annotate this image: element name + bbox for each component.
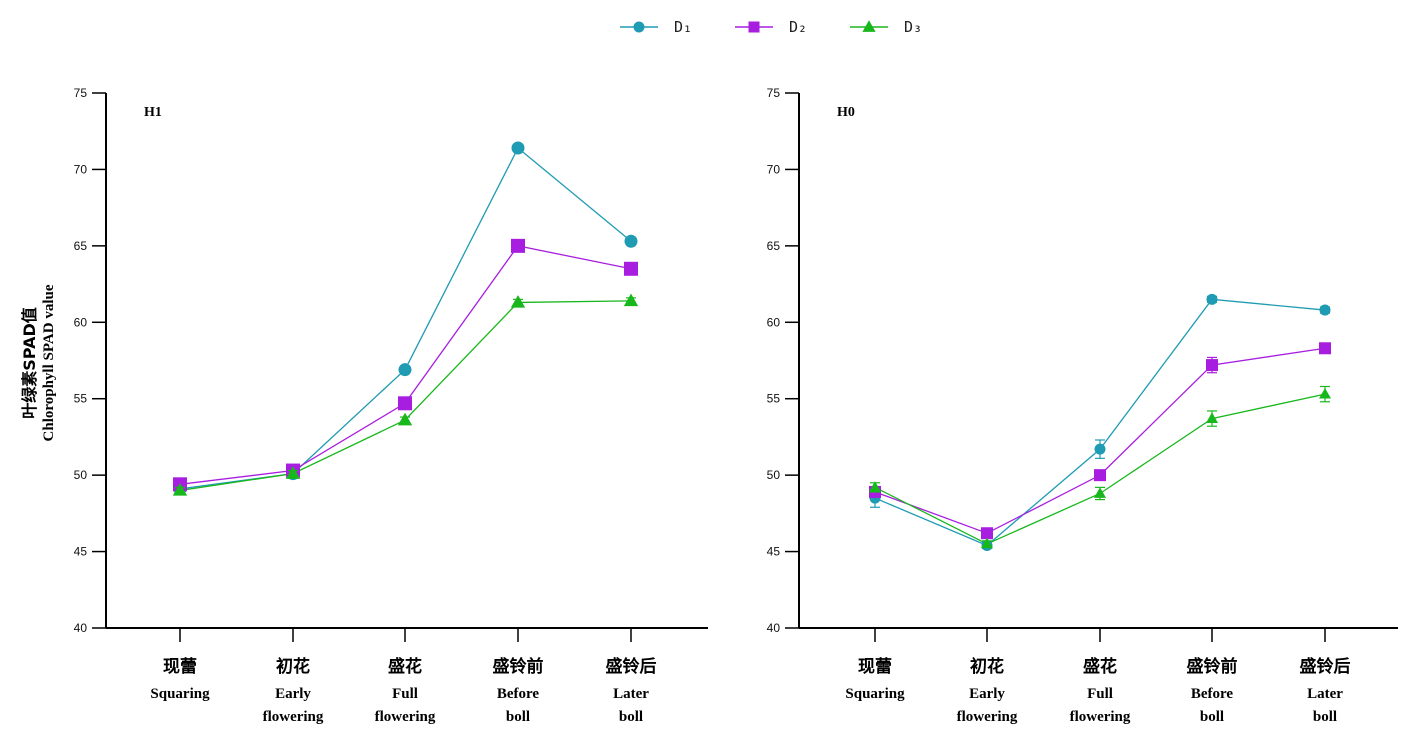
data-point	[1094, 469, 1106, 482]
y-tick-label: 40	[767, 621, 781, 635]
y-tick-label: 55	[767, 392, 781, 406]
x-tick-label-en: Before	[497, 686, 540, 702]
data-point	[398, 396, 412, 411]
y-axis-title-en: Chlorophyll SPAD value	[41, 284, 57, 441]
data-point	[624, 261, 638, 276]
panel-label: H1	[144, 105, 162, 120]
y-tick-label: 45	[74, 545, 88, 559]
data-point	[511, 238, 525, 253]
x-tick-label-zh: 盛铃后	[606, 656, 657, 677]
x-tick-label-en: flowering	[957, 709, 1018, 725]
legend-item: D₁	[620, 18, 692, 36]
x-tick-label-en: Full	[392, 686, 418, 702]
series-line	[874, 393, 1326, 545]
y-tick-label: 60	[74, 315, 88, 329]
chart-panels: 40 45 50 55 60 65 70 75 现蕾 Squaring 初花 Early floweri…	[74, 86, 1398, 725]
data-point	[511, 141, 525, 155]
legend-marker	[748, 21, 760, 33]
data-point	[624, 234, 638, 248]
x-tick-label-en: boll	[1200, 709, 1224, 725]
x-tick-label-en: boll	[1313, 709, 1337, 725]
x-tick-label-en: Full	[1087, 686, 1113, 702]
legend-marker	[633, 21, 645, 33]
data-point	[623, 293, 639, 307]
data-point	[1093, 487, 1107, 498]
data-point	[1318, 387, 1332, 399]
y-tick-label: 65	[767, 239, 781, 253]
x-tick-label-zh: 盛铃后	[1300, 656, 1351, 677]
y-tick-label: 65	[74, 239, 88, 253]
x-tick-label-en: Later	[1307, 686, 1343, 702]
data-point	[1205, 412, 1219, 423]
x-tick-label-en: boll	[506, 709, 530, 725]
y-tick-label: 45	[767, 545, 781, 559]
y-tick-label: 75	[767, 86, 781, 100]
data-point	[172, 483, 188, 496]
x-tick-label-zh: 现蕾	[163, 656, 197, 677]
x-tick-label-en: flowering	[375, 709, 436, 725]
legend-label: D₂	[789, 18, 807, 36]
x-tick-label-zh: 盛铃前	[493, 656, 544, 677]
legend-item: D₂	[735, 18, 807, 36]
x-tick-label-en: Later	[613, 686, 649, 702]
data-point	[1206, 359, 1218, 372]
series-line	[179, 300, 632, 492]
y-axis-title-group: 叶绿素SPAD值 Chlorophyll SPAD value	[20, 284, 57, 441]
x-tick-label-en: Early	[275, 686, 311, 702]
data-point	[397, 412, 413, 426]
x-tick-label-en: Squaring	[150, 686, 210, 702]
legend-label: D₁	[674, 18, 692, 36]
chart-panel-h0: 40 45 50 55 60 65 70 75 现蕾 Squaring 初花 Early floweri…	[767, 86, 1398, 725]
x-tick-label-en: boll	[619, 709, 643, 725]
x-tick-label-zh: 盛花	[388, 656, 422, 677]
x-tick-label-en: flowering	[263, 709, 324, 725]
legend: D₁ D₂ D₃	[620, 18, 922, 36]
x-tick-label-zh: 初花	[970, 656, 1004, 677]
legend-label: D₃	[904, 18, 922, 36]
panel-label: H0	[837, 105, 855, 120]
x-tick-label-zh: 盛铃前	[1187, 656, 1238, 677]
y-tick-label: 75	[74, 86, 88, 100]
data-point	[1206, 293, 1218, 305]
legend-marker	[862, 20, 876, 32]
data-point	[1319, 304, 1331, 316]
series-line	[179, 147, 632, 490]
data-point	[1319, 342, 1331, 355]
data-point	[980, 537, 994, 549]
series-line	[874, 298, 1326, 547]
y-axis-title-zh: 叶绿素SPAD值	[20, 307, 39, 418]
y-axis-title: 叶绿素SPAD值 Chlorophyll SPAD value	[20, 284, 57, 441]
y-tick-label: 60	[767, 315, 781, 329]
y-tick-label: 70	[767, 162, 781, 176]
x-tick-label-zh: 初花	[276, 656, 310, 677]
data-point	[981, 527, 993, 540]
data-point	[868, 481, 882, 492]
data-point	[398, 363, 412, 377]
y-tick-label: 70	[74, 162, 88, 176]
x-tick-label-en: Squaring	[845, 686, 905, 702]
data-point	[285, 466, 301, 479]
x-tick-label-zh: 盛花	[1083, 656, 1117, 677]
chart-panel-h1: 40 45 50 55 60 65 70 75 现蕾 Squaring 初花 Early floweri…	[74, 86, 708, 725]
data-point	[1094, 443, 1106, 455]
x-tick-label-zh: 现蕾	[858, 656, 892, 677]
y-tick-label: 50	[767, 468, 781, 482]
data-point	[510, 295, 526, 308]
x-tick-label-en: Before	[1191, 686, 1234, 702]
y-tick-label: 50	[74, 468, 88, 482]
x-tick-label-en: Early	[969, 686, 1005, 702]
x-tick-label-en: flowering	[1070, 709, 1131, 725]
y-tick-label: 55	[74, 392, 88, 406]
y-tick-label: 40	[74, 621, 88, 635]
legend-item: D₃	[850, 18, 922, 36]
